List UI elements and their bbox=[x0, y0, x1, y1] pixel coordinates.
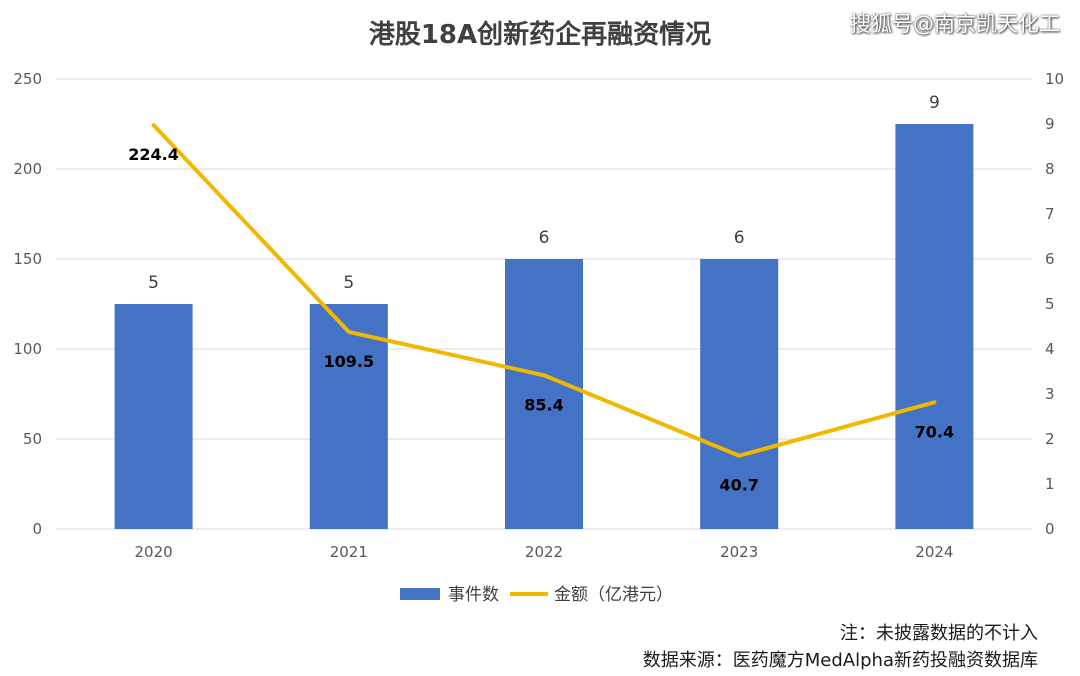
notes: 注：未披露数据的不计入 数据来源：医药魔方MedAlpha新药投融资数据库 bbox=[643, 620, 1038, 674]
line-label-2022: 85.4 bbox=[524, 395, 563, 414]
bar-2023 bbox=[700, 259, 779, 529]
line-label-2020: 224.4 bbox=[128, 145, 179, 164]
watermark: 搜狐号@南京凯天化工 bbox=[850, 12, 1060, 36]
bar-data-labels: 5 5 6 6 9 bbox=[148, 93, 940, 293]
left-tick-label: 0 bbox=[32, 520, 42, 538]
x-tick-label: 2020 bbox=[135, 543, 173, 561]
right-tick-label: 10 bbox=[1045, 70, 1064, 88]
left-tick-label: 200 bbox=[13, 160, 42, 178]
bar-label-2024: 9 bbox=[929, 93, 940, 113]
x-tick-label: 2022 bbox=[525, 543, 563, 561]
bar-2022 bbox=[505, 259, 583, 529]
line-label-2021: 109.5 bbox=[323, 352, 374, 371]
right-axis-ticks: 0 1 2 3 4 5 6 7 8 9 10 bbox=[1045, 70, 1064, 538]
bar-2020 bbox=[114, 304, 193, 529]
bar-label-2021: 5 bbox=[343, 273, 354, 293]
right-tick-label: 0 bbox=[1045, 520, 1055, 538]
right-tick-label: 3 bbox=[1045, 385, 1055, 403]
line-point-2024 bbox=[933, 401, 935, 403]
right-tick-label: 4 bbox=[1045, 340, 1055, 358]
legend-bar-label: 事件数 bbox=[448, 585, 499, 605]
line-data-labels: 224.4 109.5 85.4 40.7 70.4 bbox=[128, 145, 954, 495]
bar-label-2023: 6 bbox=[734, 228, 745, 248]
bar-label-2022: 6 bbox=[539, 228, 550, 248]
amount-line-series bbox=[151, 123, 937, 458]
right-tick-label: 7 bbox=[1045, 205, 1055, 223]
legend: 事件数 金额（亿港元） bbox=[400, 585, 673, 605]
line-point-2023 bbox=[738, 455, 740, 457]
bar-label-2020: 5 bbox=[148, 273, 159, 293]
right-tick-label: 5 bbox=[1045, 295, 1055, 313]
source-text: 数据来源：医药魔方MedAlpha新药投融资数据库 bbox=[642, 650, 1038, 671]
chart-title: 港股18A创新药企再融资情况 bbox=[368, 20, 712, 50]
x-axis-ticks: 2020 2021 2022 2023 2024 bbox=[135, 543, 954, 561]
left-tick-label: 50 bbox=[23, 430, 42, 448]
bar-2021 bbox=[309, 304, 388, 529]
line-label-2024: 70.4 bbox=[915, 422, 954, 441]
legend-bar-swatch bbox=[400, 588, 440, 600]
line-point-2022 bbox=[543, 374, 545, 376]
legend-line-label: 金额（亿港元） bbox=[554, 585, 673, 605]
bar-2024 bbox=[895, 124, 974, 529]
x-tick-label: 2021 bbox=[330, 543, 368, 561]
right-tick-label: 9 bbox=[1045, 115, 1055, 133]
right-tick-label: 8 bbox=[1045, 160, 1055, 178]
note-text: 注：未披露数据的不计入 bbox=[840, 623, 1038, 644]
left-tick-label: 100 bbox=[13, 340, 42, 358]
chart: 0 50 100 150 200 250 0 1 2 3 4 5 6 7 8 9 10 5 5 6 6 9 224.4… bbox=[13, 70, 1064, 605]
left-tick-label: 250 bbox=[13, 70, 42, 88]
right-tick-label: 1 bbox=[1045, 475, 1055, 493]
x-tick-label: 2024 bbox=[915, 543, 953, 561]
right-tick-label: 2 bbox=[1045, 430, 1055, 448]
bars bbox=[114, 124, 974, 529]
line-point-2020 bbox=[153, 124, 155, 126]
line-label-2023: 40.7 bbox=[719, 476, 758, 495]
x-tick-label: 2023 bbox=[720, 543, 758, 561]
left-axis-ticks: 0 50 100 150 200 250 bbox=[13, 70, 42, 538]
line-point-2021 bbox=[348, 331, 350, 333]
left-tick-label: 150 bbox=[13, 250, 42, 268]
right-tick-label: 6 bbox=[1045, 250, 1055, 268]
